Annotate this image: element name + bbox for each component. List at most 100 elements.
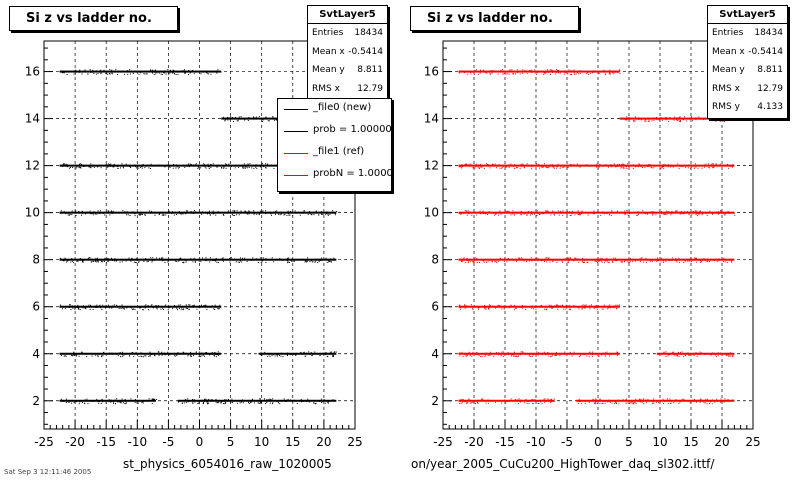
left-point xyxy=(83,402,85,404)
left-point xyxy=(156,257,158,259)
left-point xyxy=(151,259,153,261)
left-point xyxy=(72,305,74,307)
left-point xyxy=(200,73,202,75)
left-point xyxy=(158,71,160,73)
right-point xyxy=(538,402,540,404)
right-point xyxy=(544,260,546,262)
left-point xyxy=(314,403,316,405)
right-point xyxy=(537,258,539,260)
right-point xyxy=(720,119,722,121)
right-point xyxy=(511,355,513,357)
right-point xyxy=(515,353,517,355)
right-point xyxy=(571,306,573,308)
right-point xyxy=(515,355,517,357)
right-point xyxy=(557,163,559,165)
right-point xyxy=(660,259,662,261)
left-point xyxy=(75,355,77,357)
right-point xyxy=(472,261,474,263)
left-point xyxy=(300,399,302,401)
left-point xyxy=(117,70,119,72)
left-point xyxy=(167,260,169,262)
right-point xyxy=(552,260,554,262)
left-point xyxy=(280,355,282,357)
left-point xyxy=(121,356,123,358)
left-point xyxy=(149,351,151,353)
left-point xyxy=(72,307,74,309)
left-point xyxy=(119,356,121,358)
right-point xyxy=(697,215,699,217)
left-point xyxy=(274,211,276,213)
left-point xyxy=(303,210,305,212)
right-point xyxy=(563,73,565,75)
right-point xyxy=(511,305,513,307)
left-point xyxy=(305,260,307,262)
right-point xyxy=(564,70,566,72)
right-point xyxy=(486,163,488,165)
right-point xyxy=(627,163,629,165)
left-point xyxy=(68,400,70,402)
right-point xyxy=(542,352,544,354)
left-point xyxy=(323,258,325,260)
left-point xyxy=(75,214,77,216)
left-point xyxy=(99,211,101,213)
right-point xyxy=(537,402,539,404)
left-point xyxy=(289,353,291,355)
left-point xyxy=(158,351,160,353)
left-point xyxy=(104,212,106,214)
left-point xyxy=(138,260,140,262)
left-point xyxy=(242,164,244,166)
right-point xyxy=(515,211,517,213)
right-point xyxy=(727,398,729,400)
left-point xyxy=(171,211,173,213)
left-point xyxy=(238,116,240,118)
right-point xyxy=(629,261,631,263)
right-point xyxy=(578,308,580,310)
left-point xyxy=(212,163,214,165)
right-point xyxy=(711,213,713,215)
right-point xyxy=(526,215,528,217)
left-point xyxy=(101,355,103,357)
right-point xyxy=(694,163,696,165)
left-point xyxy=(107,73,109,75)
left-point xyxy=(119,401,121,403)
right-point xyxy=(618,353,620,355)
right-point xyxy=(671,210,673,212)
right-point xyxy=(561,212,563,214)
right-point xyxy=(676,354,678,356)
left-point xyxy=(273,119,275,121)
left-point xyxy=(158,213,160,215)
right-point xyxy=(713,167,715,169)
left-point xyxy=(270,164,272,166)
right-point xyxy=(707,258,709,260)
right-point xyxy=(525,309,527,311)
right-point xyxy=(488,165,490,167)
left-point xyxy=(332,258,334,260)
left-point xyxy=(127,73,129,75)
right-point xyxy=(536,257,538,259)
right-point xyxy=(477,308,479,310)
right-point xyxy=(611,211,613,213)
left-point xyxy=(65,401,67,403)
left-point xyxy=(91,165,93,167)
right-y-tick-label: 10 xyxy=(424,206,439,220)
right-point xyxy=(649,164,651,166)
right-point xyxy=(700,260,702,262)
right-point xyxy=(652,213,654,215)
left-point xyxy=(184,72,186,74)
left-point xyxy=(251,398,253,400)
left-point xyxy=(159,213,161,215)
left-band-core xyxy=(59,70,222,73)
right-point xyxy=(531,71,533,73)
right-point xyxy=(477,402,479,404)
left-point xyxy=(288,257,290,259)
left-point xyxy=(78,211,80,213)
left-point xyxy=(184,399,186,401)
right-point xyxy=(637,166,639,168)
left-point xyxy=(214,260,216,262)
right-point xyxy=(651,259,653,261)
left-point xyxy=(223,214,225,216)
right-point xyxy=(600,257,602,259)
right-point xyxy=(699,260,701,262)
right-point xyxy=(684,260,686,262)
right-point xyxy=(612,262,614,264)
